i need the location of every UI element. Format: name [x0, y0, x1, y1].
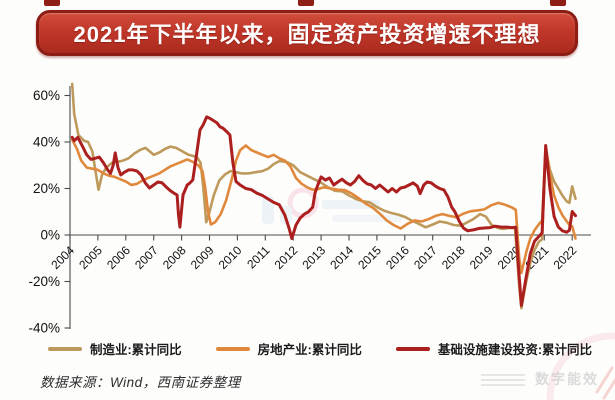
legend-item-manufacturing: 制造业:累计同比	[48, 339, 182, 358]
x-tick-label: 2016	[383, 243, 412, 272]
y-tick-label: -20%	[28, 274, 60, 289]
watermark-logo-icon	[481, 372, 525, 386]
x-tick-label: 2011	[244, 243, 272, 271]
x-tick-label: 2009	[188, 243, 217, 272]
x-tick-label: 2008	[160, 243, 189, 272]
x-tick-label: 2015	[355, 243, 384, 272]
infrastructure-line-swatch	[395, 346, 430, 351]
series-line-2	[70, 115, 577, 307]
x-tick-label: 2022	[551, 243, 580, 272]
legend-label: 房地产业:累计同比	[257, 343, 362, 357]
legend-item-infrastructure: 基础设施建设投资:累计同比	[395, 339, 593, 358]
decorative-red-tab	[44, 0, 60, 6]
legend-label: 基础设施建设投资:累计同比	[437, 343, 593, 357]
data-source-note: 数据来源：Wind，西南证券整理	[40, 375, 241, 390]
x-tick-label: 2018	[439, 243, 468, 272]
center-watermark	[262, 187, 402, 224]
legend-label: 制造业:累计同比	[90, 343, 182, 357]
watermark-corner: 数字能效	[481, 369, 599, 389]
x-tick-label: 2006	[104, 243, 133, 272]
x-tick-label: 2004	[48, 243, 77, 272]
decorative-red-tab	[298, 0, 314, 6]
x-tick-label: 2017	[411, 243, 440, 272]
x-tick-label: 2007	[132, 243, 161, 272]
y-tick-label: -40%	[28, 321, 60, 336]
x-tick-label: 2013	[299, 243, 328, 272]
page-title: 2021年下半年以来，固定资产投资增速不理想	[73, 22, 541, 47]
y-tick-label: 0%	[40, 228, 60, 243]
x-tick-label: 2014	[327, 243, 356, 272]
legend-item-real-estate: 房地产业:累计同比	[215, 339, 362, 358]
x-tick-label: 2019	[467, 243, 496, 272]
decorative-red-tab	[550, 0, 566, 6]
chart-legend: 制造业:累计同比 房地产业:累计同比 基础设施建设投资:累计同比	[48, 339, 592, 358]
title-banner: 2021年下半年以来，固定资产投资增速不理想	[36, 10, 578, 56]
series-line-0	[70, 82, 577, 310]
real-estate-line-swatch	[215, 346, 250, 351]
x-tick-label: 2010	[216, 243, 245, 272]
watermark-text: 数字能效	[535, 371, 599, 387]
y-tick-label: 20%	[33, 181, 60, 196]
manufacturing-line-swatch	[48, 346, 82, 351]
x-tick-label: 2012	[272, 243, 301, 272]
corner-watermark-shape	[546, 332, 615, 400]
x-tick-label: 2005	[76, 243, 105, 272]
y-tick-label: 40%	[33, 135, 60, 150]
y-tick-label: 60%	[33, 88, 60, 103]
